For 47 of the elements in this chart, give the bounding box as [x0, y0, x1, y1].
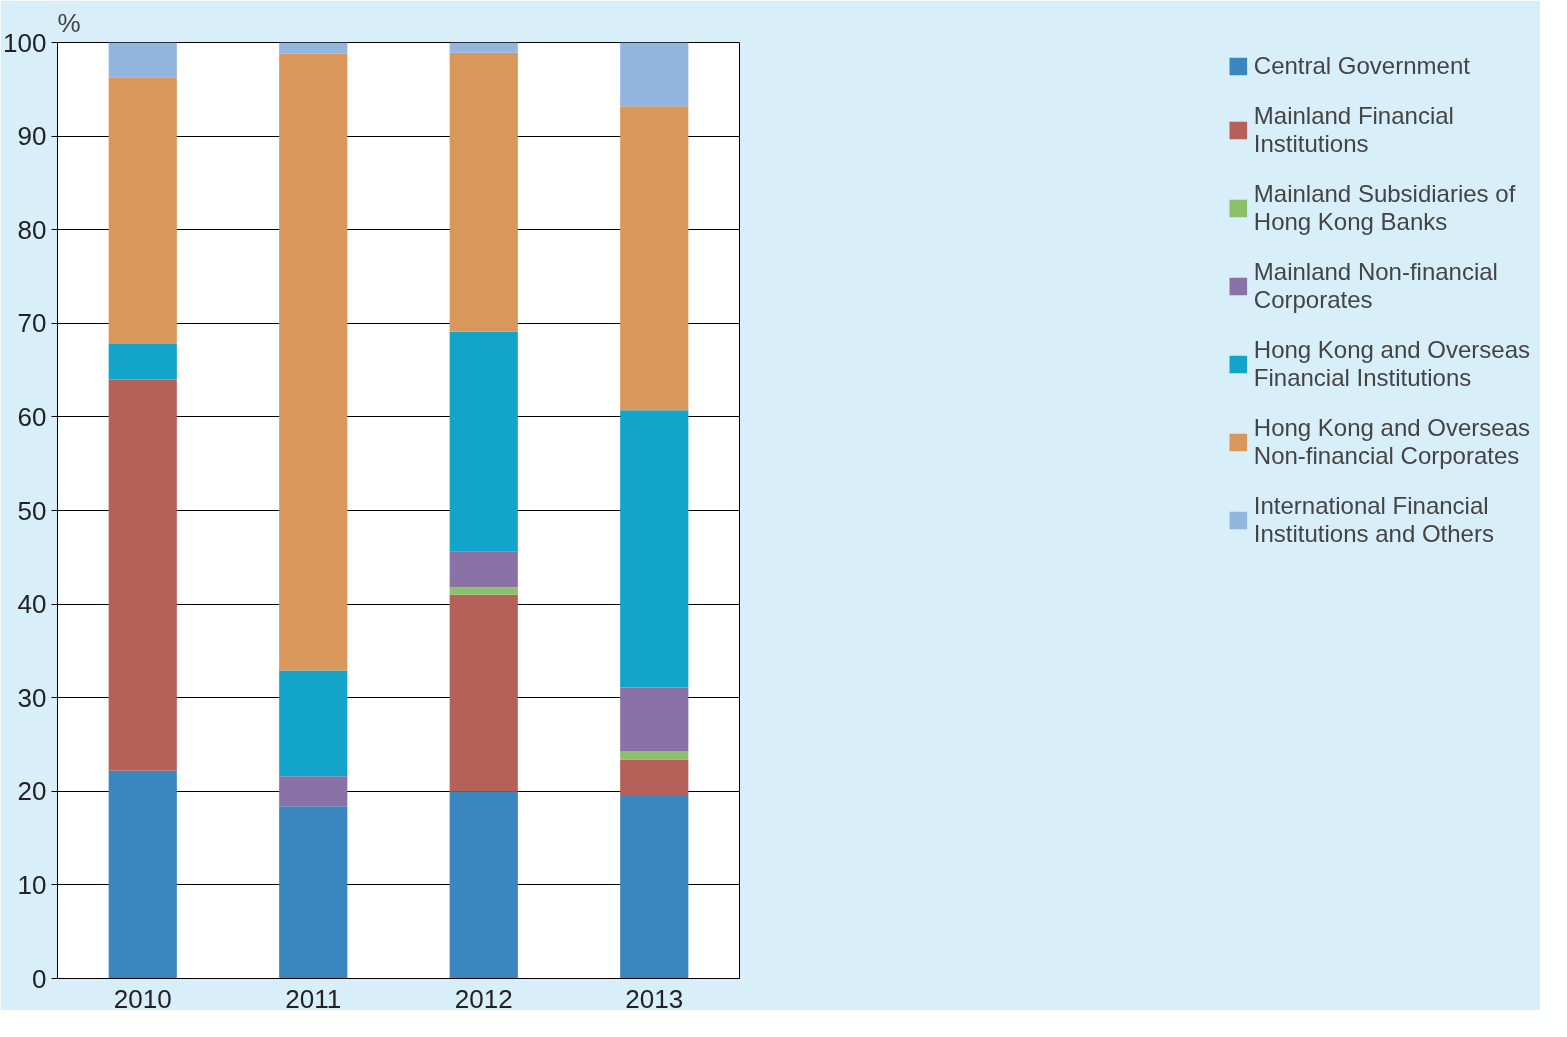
bar	[108, 42, 177, 78]
bar	[449, 587, 518, 595]
bar	[108, 77, 177, 344]
bar	[620, 687, 689, 752]
bar	[449, 52, 518, 332]
y-tick-label: 60	[17, 401, 47, 432]
x-tick-label: 2012	[454, 983, 513, 1014]
bar	[108, 770, 177, 979]
y-tick-label: 0	[32, 963, 47, 994]
bar	[620, 42, 689, 107]
bar	[620, 106, 689, 411]
bar	[449, 42, 518, 53]
y-axis-title: %	[57, 7, 81, 38]
bar	[620, 410, 689, 688]
legend-label: Mainland Financial Institutions	[1253, 102, 1454, 158]
bar	[449, 594, 518, 792]
bar	[449, 791, 518, 979]
legend-label: Mainland Non-financial Corporates	[1253, 258, 1498, 314]
y-tick-label: 40	[17, 589, 47, 620]
y-tick-label: 50	[17, 495, 47, 526]
y-tick-label: 80	[17, 214, 47, 245]
bar	[620, 751, 689, 760]
bar	[449, 331, 518, 552]
bar	[449, 551, 518, 588]
bar	[279, 806, 348, 979]
bar	[620, 759, 689, 796]
bar	[108, 379, 177, 771]
y-tick-label: 10	[17, 869, 47, 900]
bar	[279, 670, 348, 777]
legend-label: Hong Kong and Overseas Financial Institutions	[1253, 336, 1530, 392]
x-tick-label: 2010	[113, 983, 172, 1014]
legend-label: Central Government	[1253, 52, 1470, 80]
y-tick-label: 30	[17, 682, 47, 713]
y-tick-label: 20	[17, 776, 47, 807]
x-tick-label: 2013	[625, 983, 684, 1014]
legend-label: Mainland Subsidiaries of Hong Kong Banks	[1253, 180, 1516, 236]
x-tick-label: 2011	[285, 983, 342, 1014]
legend-label: International Financial Institutions and Others	[1253, 492, 1494, 548]
bar	[108, 343, 177, 380]
bar	[279, 53, 348, 671]
bar	[279, 42, 348, 54]
bar	[279, 776, 348, 807]
legend-label: Hong Kong and Overseas Non-financial Corporates	[1253, 414, 1530, 470]
bar	[620, 795, 689, 979]
y-tick-label: 70	[17, 308, 47, 339]
y-tick-label: 90	[17, 121, 47, 152]
y-tick-label: 100	[3, 27, 47, 58]
